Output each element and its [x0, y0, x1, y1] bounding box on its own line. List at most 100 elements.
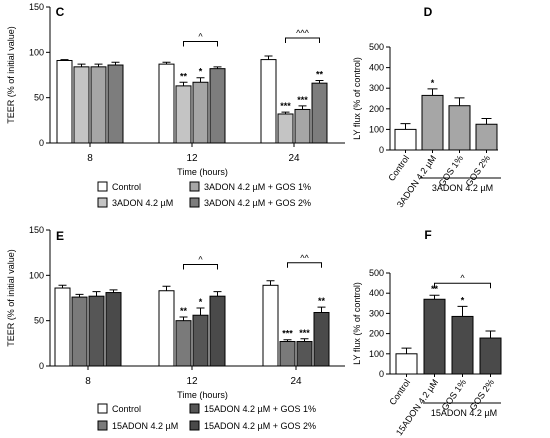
panel-e-legend-swatch [97, 403, 108, 414]
panel-e-bracket [287, 262, 322, 268]
panel-e-bar [54, 287, 71, 367]
panel-c-bar [192, 81, 209, 144]
panel-e-error-bar [162, 285, 171, 291]
panel-e-error-bar [283, 339, 292, 342]
panel-e-significance-star: * [199, 297, 203, 307]
panel-e-bar [209, 295, 226, 367]
panel-c-xtick-label: 12 [186, 153, 198, 164]
panel-e-error-bar [196, 307, 205, 316]
panel-c-error-bar [213, 66, 222, 69]
panel-f-bracket-label: ^ [460, 273, 465, 283]
panel-d-error-bar [427, 88, 438, 96]
panel-e-error-bar [75, 293, 84, 298]
panel-f-ylabel: LY flux (% of control) [352, 282, 362, 365]
panel-c-error-bar [179, 81, 188, 86]
panel-c-legend-label: Control [112, 182, 141, 192]
panel-e-legend-swatch [189, 403, 200, 414]
panel-c-bar [90, 66, 107, 144]
panel-c-error-bar [264, 55, 273, 60]
panel-e-letter: E [56, 229, 64, 243]
panel-f-bar [423, 298, 446, 375]
panel-e-xtick-label: 24 [290, 376, 302, 387]
panel-c-xtick-label: 24 [288, 153, 300, 164]
panel-f-xtick-label: Control [387, 377, 412, 407]
panel-e-bar [192, 314, 209, 367]
panel-c-error-bar [111, 61, 120, 66]
panel-e-bar [262, 284, 279, 367]
panel-e-bar [158, 290, 175, 367]
panel-d-bar [421, 94, 444, 151]
panel-e-ytick-label: 50 [34, 316, 44, 326]
panel-c-bracket [183, 40, 218, 47]
panel-f-ytick-label: 300 [369, 308, 384, 318]
panel-e-error-bar [58, 284, 67, 289]
panel-e-error-bar [213, 291, 222, 297]
panel-c-error-bar [196, 77, 205, 83]
panel-c-bar [107, 64, 124, 144]
panel-e-bar [71, 296, 88, 367]
panel-e-bar [279, 341, 296, 367]
panel-c-error-bar [60, 59, 69, 61]
panel-d-ylabel: LY flux (% of control) [352, 57, 362, 140]
panel-f-error-bar [429, 294, 440, 300]
panel-e-xtick-label: 8 [85, 376, 91, 387]
panel-c-error-bar [281, 111, 290, 114]
panel-d-ytick-label: 400 [369, 63, 384, 73]
panel-c-xtick-label: 8 [87, 153, 93, 164]
panel-e-legend-swatch [189, 420, 200, 431]
panel-e-significance-star: ** [318, 296, 326, 306]
panel-e-bracket-label: ^ [198, 254, 203, 264]
panel-c-significance-star: ** [180, 71, 188, 81]
panel-e-xlabel: Time (hours) [177, 390, 228, 400]
panel-e-bar [175, 320, 192, 367]
panel-e-ytick-label: 100 [29, 270, 44, 280]
panel-c-legend-swatch [97, 181, 108, 192]
panel-c-error-bar [94, 63, 103, 67]
panel-f-xtick-label: GOS 1% [440, 377, 469, 412]
panel-c-bar [158, 63, 175, 144]
panel-f-bar [451, 315, 474, 375]
panel-c-significance-star: ** [316, 69, 324, 79]
panel-e-legend-label: 15ADON 4.2 µM + GOS 1% [204, 404, 316, 414]
panel-e-bracket-label: ^^ [300, 253, 309, 263]
panel-c-legend-label: 3ADON 4.2 µM + GOS 1% [204, 182, 311, 192]
panel-c-bar [260, 59, 277, 144]
panel-c-bar [56, 59, 73, 144]
panel-f-ytick-label: 200 [369, 329, 384, 339]
panel-d-bar [394, 128, 417, 151]
panel-d-ytick-label: 100 [369, 124, 384, 134]
panel-c-error-bar [77, 63, 86, 67]
panel-c-legend-swatch [189, 181, 200, 192]
panel-f-bracket [434, 282, 491, 289]
panel-e-legend-swatch [97, 420, 108, 431]
panel-c-bar [294, 108, 311, 144]
panel-d-letter: D [424, 5, 433, 19]
panel-e-bar [105, 292, 122, 367]
panel-c-ytick-label: 0 [39, 138, 44, 148]
panel-f-significance-star: ** [431, 284, 439, 294]
panel-c-legend-swatch [97, 197, 108, 208]
panel-d-group-label: 3ADON 4.2 µM [432, 183, 493, 193]
panel-c-error-bar [315, 79, 324, 84]
panel-e-legend-label: 15ADON 4.2 µM [112, 421, 178, 431]
panel-f-ytick-label: 100 [369, 349, 384, 359]
panel-c-letter: C [56, 5, 65, 19]
panel-c-ytick-label: 150 [29, 2, 44, 12]
panel-c-ytick-label: 50 [34, 93, 44, 103]
panel-e-bar [296, 341, 313, 367]
panel-c-legend-swatch [189, 197, 200, 208]
panel-e-xtick-label: 12 [186, 376, 198, 387]
panel-c-xlabel: Time (hours) [177, 167, 228, 177]
panel-c-bar [73, 66, 90, 144]
panel-f-ytick-label: 400 [369, 288, 384, 298]
panel-e-ytick-label: 0 [39, 361, 44, 371]
panel-e-significance-star: *** [299, 328, 310, 338]
panel-c-error-bar [298, 105, 307, 110]
panel-d-bar [448, 105, 471, 151]
panel-e-legend-label: Control [112, 404, 141, 414]
panel-e-bracket [183, 263, 218, 270]
panel-e-error-bar [92, 291, 101, 297]
panel-e-ytick-label: 150 [29, 225, 44, 235]
panel-c-bracket-label: ^^^ [296, 28, 309, 38]
panel-c-bar [311, 82, 328, 144]
